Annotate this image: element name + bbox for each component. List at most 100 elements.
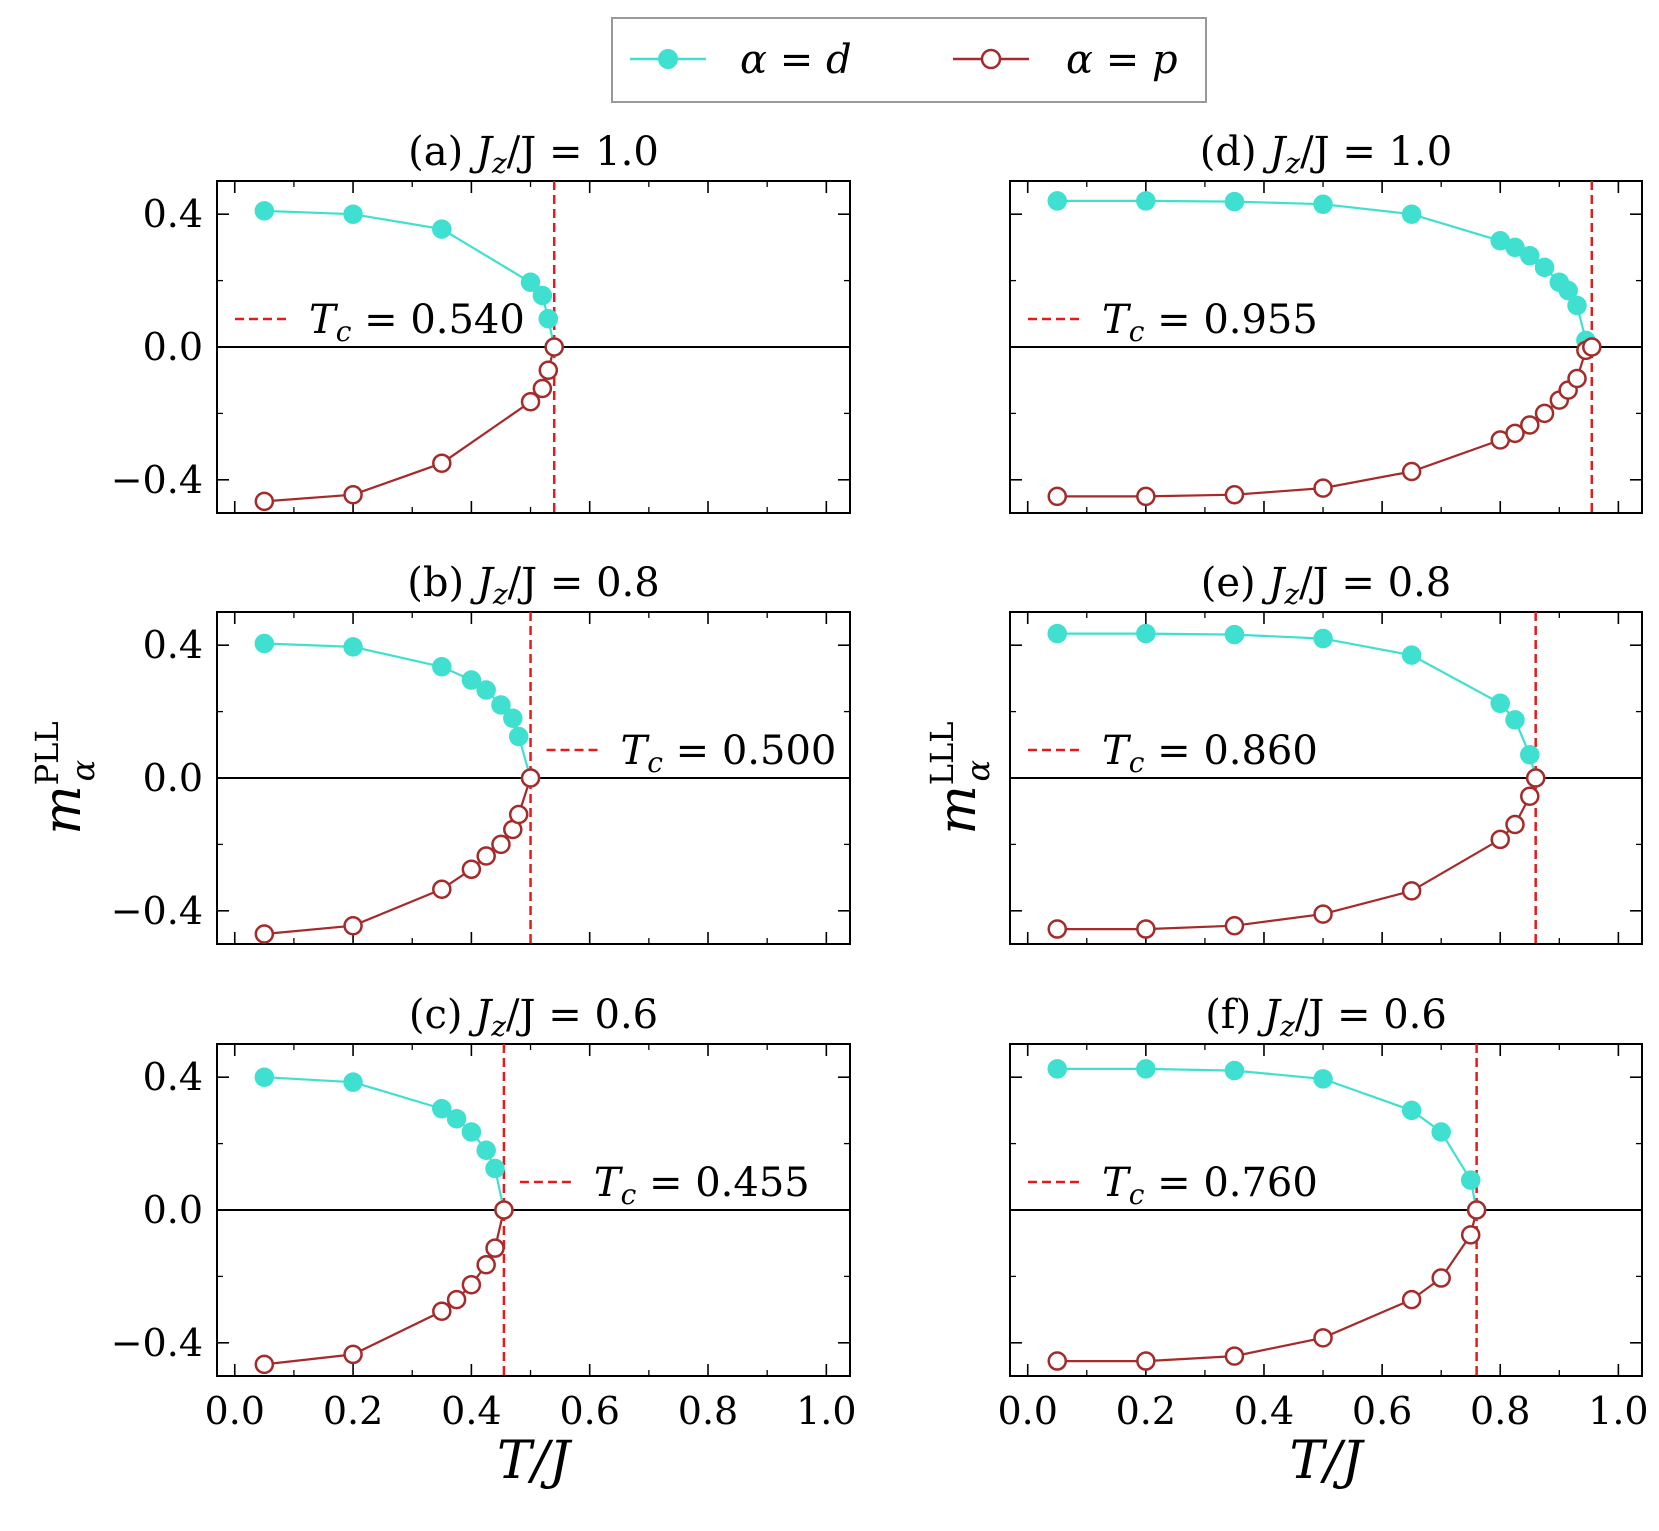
series-d-point bbox=[520, 272, 541, 293]
series-p-point bbox=[1534, 403, 1555, 424]
series-d-point bbox=[1136, 1059, 1156, 1079]
series-p-point bbox=[1136, 919, 1156, 939]
series-p-point bbox=[1401, 1289, 1422, 1310]
series-d-point bbox=[1136, 191, 1156, 211]
panel-letter: (c) bbox=[409, 992, 475, 1038]
x-tick-label: 0.6 bbox=[1352, 1389, 1412, 1433]
series-p-point bbox=[1520, 415, 1540, 435]
series-d-point bbox=[1490, 693, 1510, 714]
x-tick-label: 1.0 bbox=[796, 1389, 856, 1433]
x-tick-label: 1.0 bbox=[1588, 1389, 1648, 1433]
series-p-point bbox=[343, 1344, 363, 1365]
series-p-point bbox=[1313, 478, 1333, 498]
panel-f: 0.0 0.2 0.4 0.6 0.8 1.0 Tc = 0.760 (f) Jz/J = 0… bbox=[998, 992, 1649, 1433]
series-p-point bbox=[520, 392, 541, 412]
panels: 0.4 0.0 −0.4 Tc = 0.540 (a) Jz/J = 1.0 0.40.0… bbox=[111, 129, 1649, 1433]
y-tick-label: 0.0 bbox=[143, 325, 203, 369]
y-tick-label: −0.4 bbox=[111, 458, 203, 502]
series-d-point bbox=[1505, 710, 1525, 730]
series-d-point bbox=[476, 1140, 496, 1160]
title-subscript: z bbox=[491, 147, 507, 180]
series-d-point bbox=[432, 1098, 452, 1119]
series-p-point bbox=[1313, 1328, 1333, 1348]
panel-title: (f) Jz/J = 0.6 bbox=[1205, 992, 1447, 1043]
tc-subscript: c bbox=[621, 1178, 637, 1211]
ylabel-base: m bbox=[928, 785, 988, 834]
series-p-point bbox=[491, 834, 511, 855]
series-p-point bbox=[538, 360, 559, 380]
series-p-point bbox=[432, 879, 452, 899]
series-d-point bbox=[1401, 204, 1422, 224]
tc-value: = 0.540 bbox=[351, 297, 524, 343]
tc-subscript: c bbox=[1129, 746, 1145, 779]
tc-symbol: T bbox=[594, 1160, 624, 1206]
series-d-point bbox=[432, 219, 452, 239]
series-d-point bbox=[1567, 295, 1587, 316]
series-p-point bbox=[446, 1289, 467, 1310]
x-tick-label: 0.8 bbox=[1470, 1389, 1530, 1433]
tc-legend-label: Tc = 0.760 bbox=[1102, 1160, 1318, 1211]
series-p-point bbox=[1431, 1268, 1451, 1288]
legend-label-d-val: d bbox=[826, 37, 852, 83]
panel-title: (d) Jz/J = 1.0 bbox=[1200, 129, 1452, 180]
y-tick-label: 0.4 bbox=[143, 1055, 203, 1099]
tc-legend-label: Tc = 0.860 bbox=[1102, 728, 1318, 779]
series-d-point bbox=[1313, 194, 1333, 214]
tc-legend-label: Tc = 0.955 bbox=[1102, 297, 1318, 348]
panel-a: 0.4 0.0 −0.4 Tc = 0.540 (a) Jz/J = 1.0 bbox=[111, 129, 851, 514]
title-subscript: z bbox=[1283, 578, 1299, 611]
series-p-point bbox=[1224, 484, 1245, 505]
legend-label-d-eq: = bbox=[767, 37, 826, 83]
series-d-point bbox=[432, 657, 452, 677]
tc-subscript: c bbox=[1129, 1178, 1145, 1211]
y-tick-label: −0.4 bbox=[111, 889, 203, 933]
series-p-point bbox=[343, 915, 363, 936]
series-p-point bbox=[1505, 814, 1525, 835]
series-d-point bbox=[1505, 237, 1525, 258]
series-d-point bbox=[491, 695, 511, 715]
series-d-point bbox=[1534, 257, 1555, 278]
panel-b: 0.4 0.0 −0.4 Tc = 0.500 (b) Jz/J = 0.8 bbox=[111, 560, 851, 945]
series-p-point bbox=[1505, 423, 1525, 444]
tc-legend-label: Tc = 0.540 bbox=[309, 297, 525, 348]
series-p-point bbox=[1224, 1346, 1245, 1366]
tc-value: = 0.760 bbox=[1144, 1160, 1317, 1206]
ylabel-subscript: α bbox=[959, 760, 997, 782]
x-tick-label: 0.8 bbox=[678, 1389, 738, 1433]
panel-e: Tc = 0.860 (e) Jz/J = 0.8 bbox=[1009, 560, 1643, 945]
series-p-point bbox=[1047, 486, 1068, 507]
series-p-point bbox=[1401, 461, 1422, 482]
series-p-point bbox=[494, 1200, 514, 1220]
panel-letter: (e) bbox=[1201, 560, 1269, 606]
tc-symbol: T bbox=[1102, 728, 1132, 774]
tc-value: = 0.500 bbox=[663, 728, 836, 774]
ylabel-subscript: α bbox=[64, 760, 102, 782]
series-p-point bbox=[1525, 768, 1546, 788]
series-p-point bbox=[1520, 786, 1540, 807]
series-p-point bbox=[1313, 904, 1333, 924]
x-tick-label: 0.2 bbox=[323, 1389, 383, 1433]
series-d-point bbox=[1401, 1100, 1422, 1121]
ylabel-superscript: LLL bbox=[923, 721, 961, 785]
series-d-point bbox=[1224, 1060, 1245, 1081]
x-tick-label: 0.0 bbox=[998, 1389, 1058, 1433]
title-rest: /J = 0.6 bbox=[506, 992, 658, 1038]
series-d-point bbox=[343, 637, 363, 657]
panel-letter: (f) bbox=[1205, 992, 1264, 1038]
title-subscript: z bbox=[1284, 147, 1300, 180]
title-subscript: z bbox=[1279, 1010, 1295, 1043]
series-d-point bbox=[1520, 245, 1540, 266]
tc-symbol: T bbox=[1102, 1160, 1132, 1206]
tc-symbol: T bbox=[1102, 297, 1132, 343]
panel-title: (a) Jz/J = 1.0 bbox=[408, 129, 659, 180]
series-d-point bbox=[1520, 745, 1540, 765]
y-axis-label-right: mLLLα bbox=[923, 721, 997, 834]
legend-label-d: α = d bbox=[740, 37, 852, 83]
tc-subscript: c bbox=[1129, 315, 1145, 348]
tc-subscript: c bbox=[336, 315, 352, 348]
panel-letter: (a) bbox=[408, 129, 476, 175]
series-p-point bbox=[476, 1255, 496, 1275]
